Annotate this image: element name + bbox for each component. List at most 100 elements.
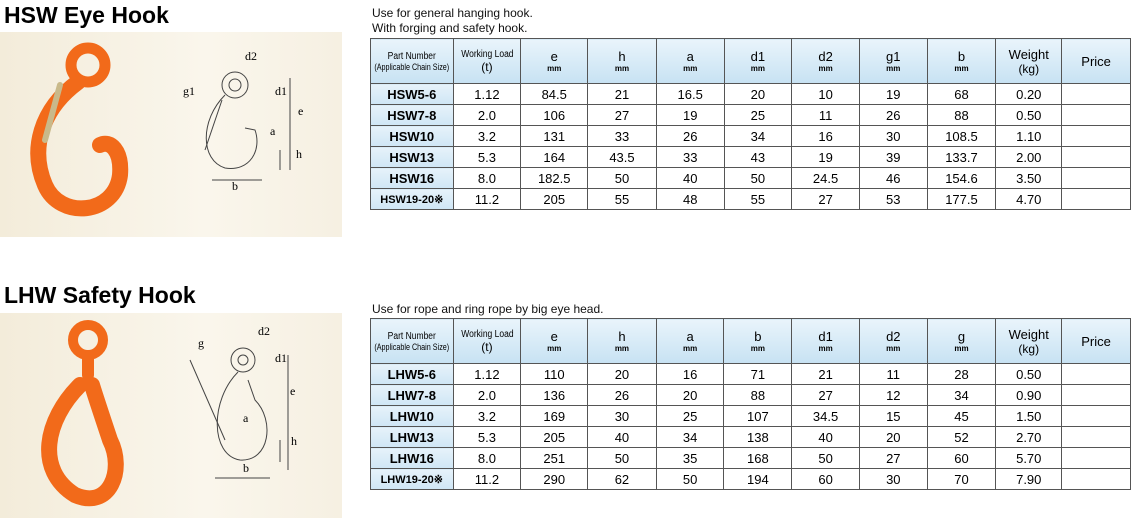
header-row: Part Number (Applicable Chain Size) Workin… bbox=[370, 38, 1131, 84]
data-row: LHW7-8 2.0 136 26 20 88 27 12 34 0.90 bbox=[370, 384, 1131, 406]
cell: 110 bbox=[520, 363, 589, 385]
price-cell bbox=[1061, 363, 1131, 385]
diagram-label: d1 bbox=[275, 351, 287, 365]
cell: 8.0 bbox=[452, 167, 522, 189]
data-row: HSW13 5.3 164 43.5 33 43 19 39 133.7 2.00 bbox=[370, 146, 1131, 168]
price-cell bbox=[1061, 405, 1131, 427]
cell: 27 bbox=[791, 188, 860, 210]
data-row: LHW19-20※ 11.2 290 62 50 194 60 30 70 7.90 bbox=[370, 468, 1131, 490]
header-cell: Working Load (t) bbox=[452, 38, 522, 84]
cell: 24.5 bbox=[791, 167, 860, 189]
hook-diagram bbox=[189, 347, 289, 479]
data-row: LHW16 8.0 251 50 35 168 50 27 60 5.70 bbox=[370, 447, 1131, 469]
cell: 55 bbox=[723, 188, 793, 210]
header-unit: mm bbox=[886, 344, 901, 353]
part-number: LHW13 bbox=[370, 426, 454, 448]
header-label: Price bbox=[1081, 53, 1111, 69]
description: Use for general hanging hook. bbox=[372, 6, 533, 20]
spec-table: Part Number (Applicable Chain Size) Workin… bbox=[370, 38, 1131, 210]
header-cell: h mm bbox=[587, 38, 657, 84]
cell: 1.50 bbox=[995, 405, 1063, 427]
header-label: d2 bbox=[818, 49, 833, 64]
header-unit: (Applicable Chain Size) bbox=[374, 61, 450, 72]
part-number: HSW10 bbox=[370, 125, 454, 147]
cell: 7.90 bbox=[995, 468, 1063, 490]
header-unit: mm bbox=[614, 344, 630, 353]
diagram-label: b bbox=[232, 179, 238, 193]
cell: 2.0 bbox=[452, 384, 522, 406]
header-label: b bbox=[957, 49, 966, 64]
header-cell: Price bbox=[1061, 38, 1131, 84]
cell: 48 bbox=[655, 188, 725, 210]
cell: 20 bbox=[655, 384, 725, 406]
header-unit: mm bbox=[750, 64, 765, 73]
cell: 0.90 bbox=[995, 384, 1063, 406]
header-unit: mm bbox=[750, 344, 765, 353]
cell: 1.12 bbox=[452, 83, 522, 105]
cell: 1.12 bbox=[452, 363, 522, 385]
header-label: d1 bbox=[818, 329, 833, 344]
cell: 1.10 bbox=[995, 125, 1063, 147]
header-label: e bbox=[550, 49, 558, 64]
cell: 5.3 bbox=[452, 146, 522, 168]
part-number: HSW13 bbox=[370, 146, 454, 168]
part-number: LHW5-6 bbox=[370, 363, 454, 385]
header-label: d2 bbox=[886, 329, 901, 344]
cell: 11 bbox=[858, 363, 928, 385]
cell: 11.2 bbox=[452, 188, 522, 210]
header-label: a bbox=[686, 49, 694, 64]
cell: 20 bbox=[858, 426, 928, 448]
header-label: Price bbox=[1081, 333, 1111, 349]
section-title: HSW Eye Hook bbox=[4, 2, 169, 28]
header-cell: d2 mm bbox=[858, 318, 928, 364]
header-cell: d2 mm bbox=[791, 38, 860, 84]
cell: 50 bbox=[587, 167, 657, 189]
header-unit: mm bbox=[886, 64, 901, 73]
header-unit: mm bbox=[614, 64, 630, 73]
header-label: h bbox=[618, 329, 626, 344]
cell: 40 bbox=[791, 426, 860, 448]
cell: 169 bbox=[520, 405, 589, 427]
header-unit: (kg) bbox=[1018, 61, 1040, 76]
cell: 251 bbox=[520, 447, 589, 469]
cell: 194 bbox=[723, 468, 793, 490]
cell: 3.50 bbox=[995, 167, 1063, 189]
illustrations: d2 g1 d1 a e h b d2 g d1 e a h b bbox=[30, 42, 303, 507]
cell: 4.70 bbox=[995, 188, 1063, 210]
price-cell bbox=[1061, 83, 1131, 105]
header-unit: mm bbox=[818, 64, 833, 73]
cell: 20 bbox=[723, 83, 793, 105]
cell: 154.6 bbox=[926, 167, 997, 189]
price-cell bbox=[1061, 146, 1131, 168]
cell: 28 bbox=[926, 363, 997, 385]
cell: 50 bbox=[587, 447, 657, 469]
diagram-label: a bbox=[270, 124, 276, 138]
header-cell: g mm bbox=[926, 318, 997, 364]
spec-table: Part Number (Applicable Chain Size) Workin… bbox=[370, 318, 1131, 490]
diagram-label: h bbox=[291, 434, 297, 448]
cell: 33 bbox=[587, 125, 657, 147]
hook-diagram bbox=[204, 71, 291, 181]
price-cell bbox=[1061, 384, 1131, 406]
part-number: HSW16 bbox=[370, 167, 454, 189]
cell: 34 bbox=[723, 125, 793, 147]
header-label: d1 bbox=[750, 49, 766, 64]
header-label: Weight bbox=[1008, 326, 1049, 342]
price-cell bbox=[1061, 104, 1131, 126]
header-label: Working Load bbox=[460, 48, 514, 60]
header-label: Working Load bbox=[460, 328, 514, 340]
hook-photo bbox=[41, 320, 124, 507]
cell: 88 bbox=[926, 104, 997, 126]
cell: 30 bbox=[858, 468, 928, 490]
cell: 70 bbox=[926, 468, 997, 490]
cell: 19 bbox=[655, 104, 725, 126]
price-cell bbox=[1061, 188, 1131, 210]
cell: 26 bbox=[587, 384, 657, 406]
cell: 55 bbox=[587, 188, 657, 210]
cell: 21 bbox=[587, 83, 657, 105]
diagram-label: a bbox=[243, 411, 249, 425]
cell: 62 bbox=[587, 468, 657, 490]
data-row: HSW5-6 1.12 84.5 21 16.5 20 10 19 68 0.20 bbox=[370, 83, 1131, 105]
cell: 88 bbox=[723, 384, 793, 406]
cell: 205 bbox=[520, 426, 589, 448]
